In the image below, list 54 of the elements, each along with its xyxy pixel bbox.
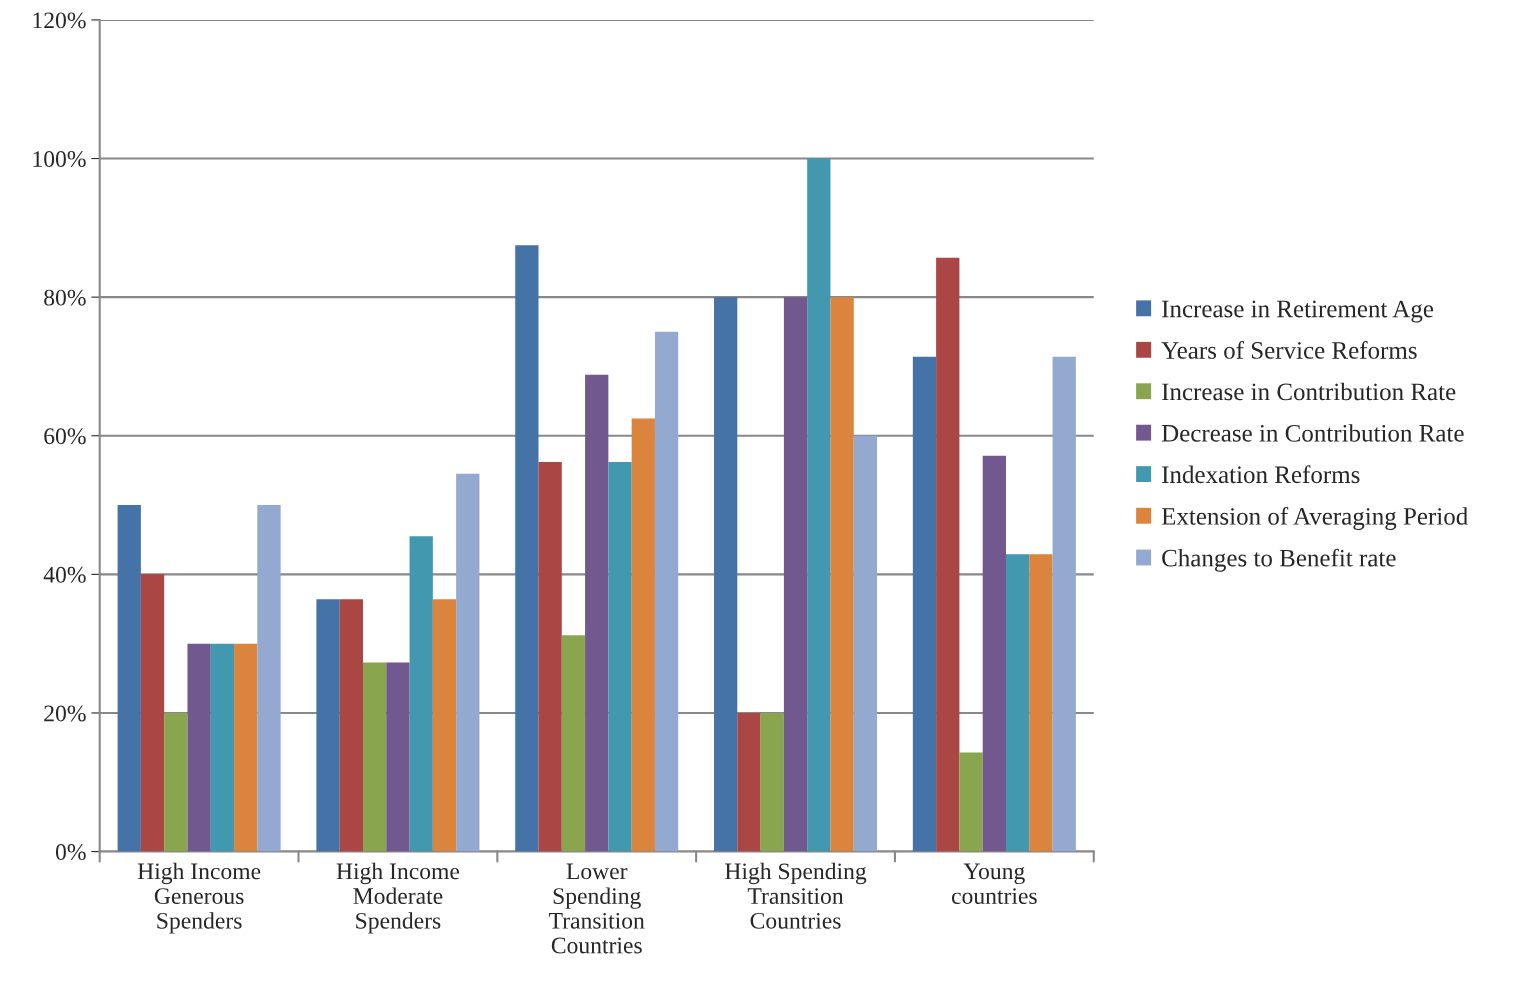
bar [760, 712, 784, 852]
bar [783, 297, 808, 852]
bar [234, 643, 258, 852]
bar [982, 455, 1006, 852]
bar [386, 662, 410, 852]
bar [456, 473, 480, 852]
bar [515, 245, 539, 852]
bar [912, 356, 937, 852]
bar [339, 599, 363, 852]
bar [1052, 356, 1076, 852]
legend-label: Indexation Reforms [1162, 465, 1360, 484]
legend-label: Increase in Retirement Age [1162, 300, 1434, 323]
bar [561, 635, 586, 852]
y-tick-label: 20% [44, 705, 86, 722]
bar [959, 752, 983, 852]
bar [737, 712, 761, 852]
bar [257, 505, 281, 852]
x-tick-label: High Income Moderate Spenders [336, 862, 460, 934]
bar [714, 297, 738, 852]
bar [187, 643, 211, 852]
legend-label: Extension of Averaging Period [1161, 506, 1468, 530]
y-tick-label: 80% [44, 289, 86, 306]
bar [538, 462, 562, 852]
bar [807, 158, 831, 852]
bar [853, 435, 878, 852]
legend-label: Years of Service Reforms [1161, 341, 1417, 359]
y-tick-label: 120% [33, 12, 86, 29]
bar [362, 662, 387, 852]
x-tick-label: High Income Generous Spenders [137, 862, 261, 934]
x-tick-label: Young countries [951, 863, 1037, 904]
bar [585, 374, 609, 852]
bar [654, 331, 679, 852]
bar [1029, 554, 1053, 852]
bar [140, 574, 165, 852]
bar [316, 599, 340, 852]
legend-label: Increase in Contribution Rate [1162, 382, 1456, 401]
bar [210, 643, 235, 852]
bar [608, 462, 632, 852]
bar [409, 536, 433, 852]
x-tick-label: Lower Spending Transition Countries [549, 863, 645, 954]
bar [164, 712, 188, 852]
bar [1005, 554, 1030, 852]
bar [830, 297, 854, 852]
legend-label: Changes to Benefit rate [1162, 548, 1396, 572]
x-tick-label: High Spending Transition Countries [725, 862, 867, 929]
y-tick-label: 60% [44, 428, 86, 445]
y-tick-label: 100% [33, 151, 86, 168]
y-tick-label: 0% [55, 844, 86, 861]
legend-label: Decrease in Contribution Rate [1161, 424, 1464, 442]
bar [936, 257, 960, 852]
bar [432, 599, 457, 852]
bar [117, 505, 141, 852]
bar [631, 418, 655, 852]
y-tick-label: 40% [43, 566, 86, 583]
